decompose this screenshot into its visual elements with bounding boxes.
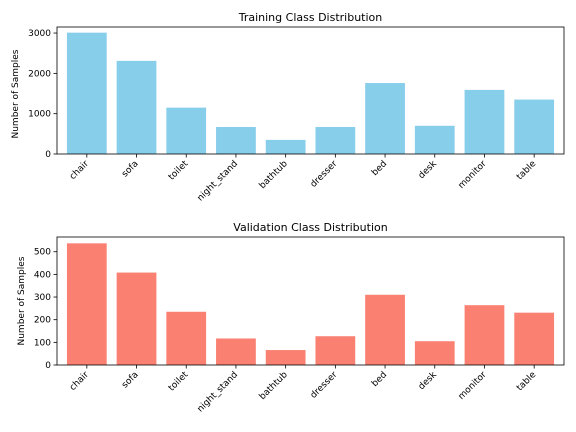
training-x-tick-label: chair [68, 159, 91, 182]
training-x-tick-label: table [515, 159, 539, 183]
validation-bar-table [514, 313, 554, 365]
validation-y-tick-label: 400 [34, 270, 51, 280]
training-y-tick-label: 2000 [28, 69, 51, 79]
training-chart-title: Training Class Distribution [238, 11, 383, 24]
validation-x-tick-label: toilet [167, 370, 191, 394]
validation-bar-night_stand [216, 338, 256, 365]
training-chart: Training Class Distribution Number of Sa… [11, 11, 564, 203]
training-bar-night_stand [216, 127, 256, 154]
training-x-tick-label: desk [417, 158, 440, 181]
validation-x-tick-label: table [515, 370, 539, 394]
validation-bar-toilet [166, 312, 206, 365]
validation-y-tick-label: 200 [34, 316, 51, 326]
validation-bar-sofa [117, 273, 157, 365]
validation-bar-desk [415, 341, 455, 365]
training-bar-chair [67, 33, 107, 154]
training-x-tick-label: sofa [120, 159, 140, 179]
training-bar-sofa [117, 61, 157, 154]
training-x-tick-label: dresser [309, 159, 340, 190]
training-y-tick-label: 0 [45, 150, 51, 160]
training-y-tick-label: 3000 [28, 29, 51, 39]
training-x-tick-label: monitor [457, 159, 489, 191]
validation-bar-bed [365, 295, 405, 365]
validation-y-tick-label: 500 [34, 248, 51, 258]
validation-y-tick-label: 0 [45, 361, 51, 371]
training-x-tick-label: bed [370, 159, 389, 178]
training-y-axis-label: Number of Samples [11, 49, 21, 138]
training-bar-monitor [465, 90, 505, 154]
training-x-tick-label: night_stand [196, 159, 240, 203]
training-bar-table [514, 100, 554, 154]
validation-x-tick-label: desk [417, 369, 440, 392]
validation-x-tick-label: monitor [457, 370, 489, 402]
validation-x-tick-label: sofa [120, 370, 140, 390]
validation-y-tick-label: 100 [34, 338, 51, 348]
training-x-tick-label: bathtub [258, 159, 290, 191]
validation-x-tick-label: bathtub [258, 370, 290, 402]
validation-bar-dresser [315, 336, 355, 365]
training-bar-dresser [315, 127, 355, 154]
validation-y-axis-label: Number of Samples [17, 256, 27, 345]
training-bar-bathtub [266, 140, 306, 154]
validation-y-tick-label: 300 [34, 293, 51, 303]
validation-chart: Validation Class Distribution Number of … [17, 221, 564, 414]
validation-x-tick-label: night_stand [196, 370, 240, 414]
validation-x-tick-label: dresser [309, 370, 340, 401]
training-bar-toilet [166, 108, 206, 154]
validation-x-tick-label: bed [370, 370, 389, 389]
training-x-tick-label: toilet [167, 159, 191, 183]
training-y-tick-label: 1000 [28, 110, 51, 120]
validation-bar-chair [67, 243, 107, 365]
validation-bar-monitor [465, 305, 505, 365]
validation-chart-title: Validation Class Distribution [233, 221, 387, 234]
validation-bar-bathtub [266, 350, 306, 365]
validation-x-tick-label: chair [68, 370, 91, 393]
training-bar-desk [415, 126, 455, 154]
training-bar-bed [365, 83, 405, 154]
